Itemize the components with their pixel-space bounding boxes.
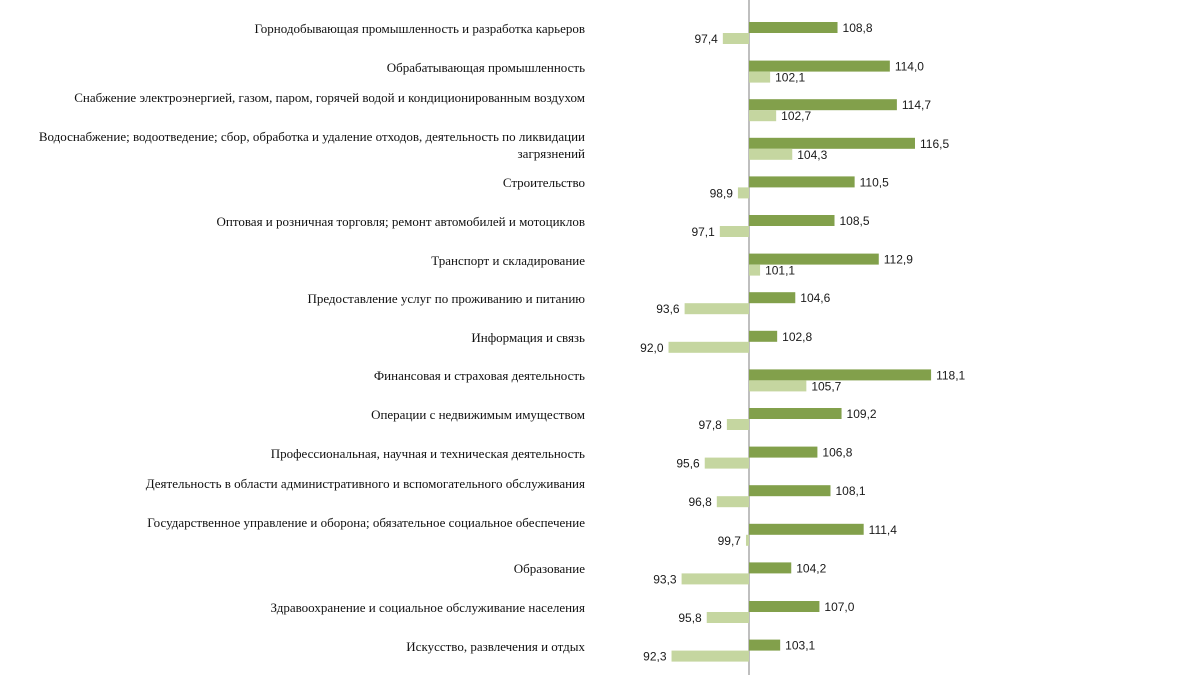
data-label: 104,6 [800,291,830,305]
data-label: 102,1 [775,71,805,85]
data-label: 108,8 [843,21,873,35]
category-label: Государственное управление и оборона; об… [147,514,585,530]
bar-series-2 [722,33,749,44]
data-label: 104,2 [796,561,826,575]
category-label: Финансовая и страховая деятельность [373,368,585,384]
data-label: 102,8 [782,330,812,344]
data-label: 93,6 [656,302,680,316]
category-label: Здравоохранение и социальное обслуживани… [270,600,585,615]
bar-series-2 [749,71,771,83]
bar-series-1 [749,601,820,612]
bar-series-2 [745,534,749,546]
category-label: Профессиональная, научная и техническая … [270,445,585,461]
bar-series-1 [749,215,835,226]
bar-series-2 [726,419,749,430]
data-label: 97,1 [691,225,715,239]
bar-series-1 [749,408,842,419]
data-label: 99,7 [718,534,742,548]
bar-series-2 [749,148,793,160]
bar-series-1 [749,639,781,651]
data-label: 95,8 [678,611,702,625]
data-label: 107,0 [824,600,854,614]
bar-series-2 [706,612,749,623]
category-label: Деятельность в области административного… [145,476,585,492]
data-label: 116,5 [920,137,949,151]
data-label: 106,8 [822,446,852,460]
bar-series-2 [681,573,749,585]
data-label: 97,8 [699,418,723,432]
data-label: 112,9 [884,253,913,267]
bar-series-1 [749,292,796,304]
category-label: Искусство, развлечения и отдых [406,638,585,654]
category-label: Оптовая и розничная торговля; ремонт авт… [216,214,585,229]
bar-series-1 [749,562,792,574]
bar-series-1 [749,60,890,72]
category-label: Образование [513,561,585,577]
data-label: 103,1 [785,639,815,653]
bar-series-2 [684,303,749,315]
data-label: 93,3 [653,572,677,586]
data-label: 102,7 [781,109,811,123]
bar-series-1 [749,99,897,111]
bar-series-1 [749,369,932,381]
bar-series-1 [749,446,818,458]
bar-series-2 [668,341,749,353]
data-label: 92,3 [643,650,667,664]
bar-series-1 [749,137,915,149]
data-label: 114,0 [895,60,924,74]
data-label: 111,4 [869,523,898,537]
category-label: Водоснабжение; водоотведение; сбор, обра… [38,128,585,161]
bar-series-1 [749,523,864,535]
data-label: 96,8 [688,495,712,509]
category-label: Снабжение электроэнергией, газом, паром,… [74,90,585,106]
data-label: 92,0 [640,341,664,355]
bar-series-2 [716,496,749,508]
category-label: Информация и связь [471,329,585,345]
bar-series-1 [749,176,855,188]
bar-series-2 [749,380,807,392]
bar-series-2 [671,650,749,662]
data-label: 108,5 [840,214,870,228]
bar-series-2 [719,226,749,237]
category-label: Предоставление услуг по проживанию и пит… [307,291,585,307]
data-label: 118,1 [936,368,965,382]
data-label: 104,3 [797,148,827,162]
bar-series-1 [749,22,838,33]
bar-series-2 [749,110,777,122]
data-label: 108,1 [835,484,865,498]
data-label: 95,6 [676,457,700,471]
data-label: 98,9 [710,186,734,200]
category-label: Транспорт и складирование [431,252,585,268]
bar-series-2 [737,187,749,199]
data-label: 97,4 [694,32,718,46]
data-label: 105,7 [811,379,841,393]
category-label: Строительство [502,175,585,191]
bar-series-2 [704,457,749,469]
category-label: Операции с недвижимым имуществом [371,407,585,422]
category-label: Обрабатывающая промышленность [386,59,585,75]
category-label: Горнодобывающая промышленность и разрабо… [254,21,585,36]
data-label: 109,2 [847,407,877,421]
data-label: 110,5 [860,175,889,189]
data-label: 114,7 [902,98,931,112]
bar-series-1 [749,485,831,497]
bar-series-2 [749,264,761,276]
bar-series-1 [749,330,778,342]
data-label: 101,1 [765,264,795,278]
bar-series-1 [749,253,879,265]
